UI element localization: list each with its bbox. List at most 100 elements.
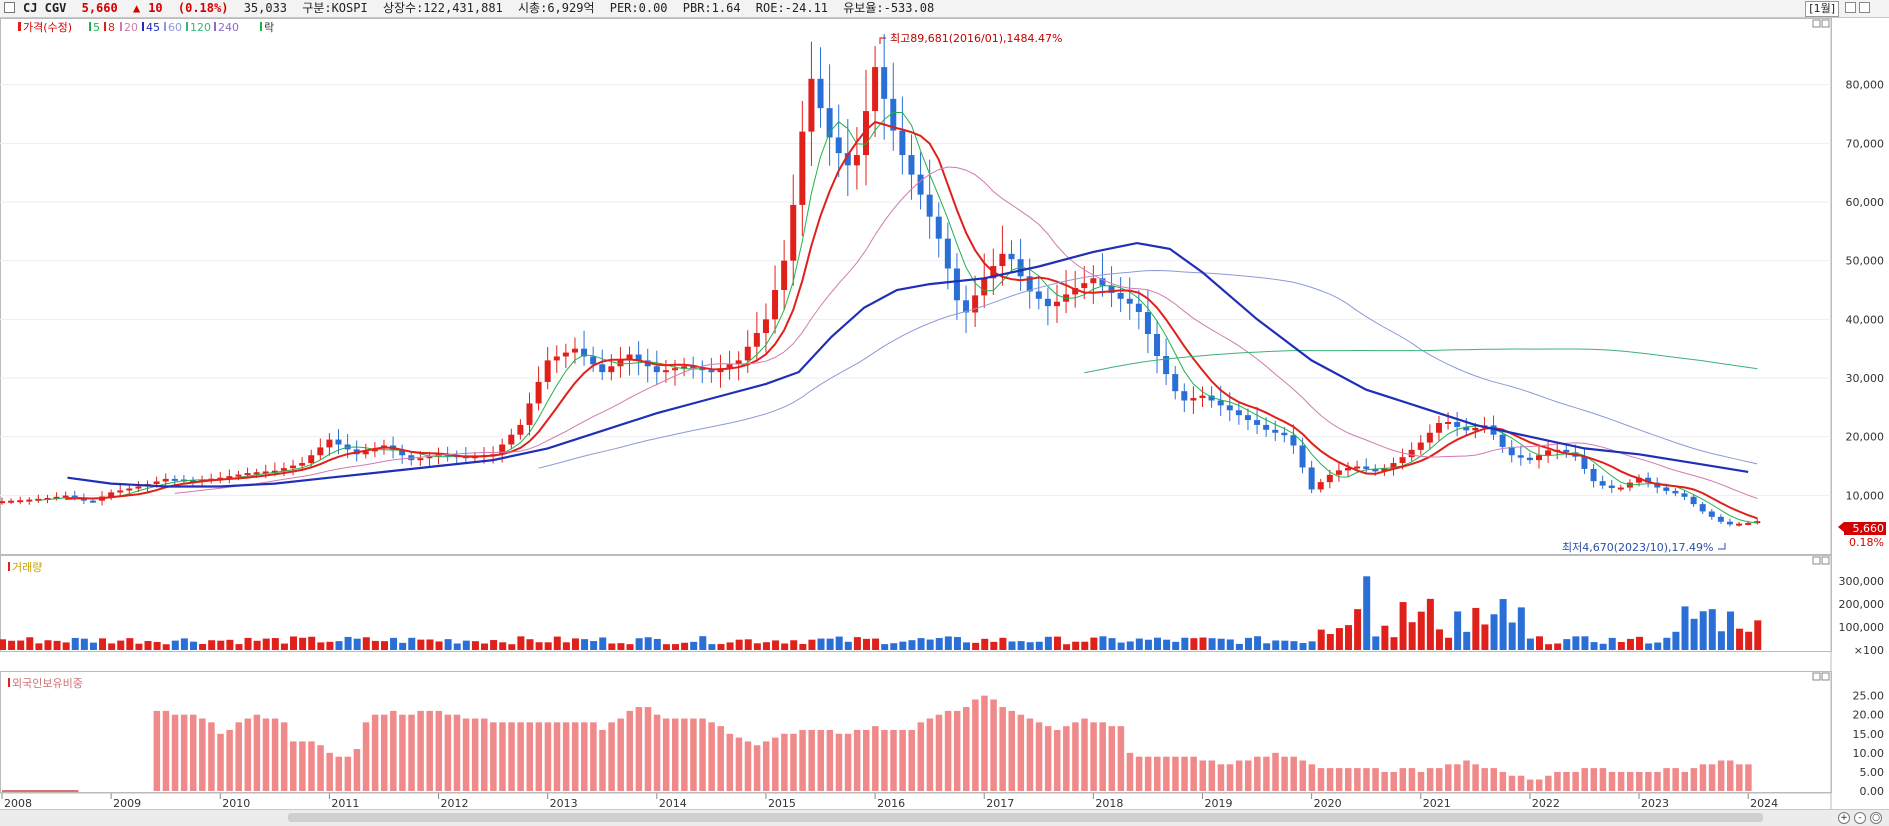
zoom-in-icon[interactable]: + xyxy=(1838,812,1850,824)
volume-bar xyxy=(571,638,579,650)
volume-bar xyxy=(881,644,889,650)
volume-bar xyxy=(1335,628,1343,650)
x-tick-label: 2024 xyxy=(1750,797,1778,809)
foreign-bar xyxy=(271,718,279,791)
candle-body xyxy=(526,403,533,425)
candle-body xyxy=(1354,466,1361,469)
candle-body xyxy=(1499,434,1506,447)
panel-min-icon[interactable] xyxy=(1812,19,1821,28)
price-legend: 가격(수정) 5 8 20 45 60 120 240 락 xyxy=(18,21,274,34)
candle-body xyxy=(1199,395,1206,399)
foreign-bar xyxy=(481,718,488,791)
minimize-icon[interactable] xyxy=(1845,2,1856,13)
foreign-bar xyxy=(599,729,606,791)
roe-value: ROE:-24.11 xyxy=(755,1,829,15)
volume-bar xyxy=(953,637,961,650)
high-annotation: 최고89,681(2016/01),1484.47% xyxy=(890,32,1062,45)
volume-bar xyxy=(753,643,761,650)
legend-ma45-marker xyxy=(142,22,144,31)
zoom-reset-icon[interactable]: ○ xyxy=(1870,812,1882,824)
foreign-bar xyxy=(1072,722,1079,791)
foreign-bar xyxy=(735,737,743,791)
volume-bar xyxy=(1535,636,1543,650)
candle-body xyxy=(271,470,278,473)
x-axis: 2008 2009 2010 2011 2012 2013 2014 2015 2016 2017… xyxy=(0,792,1831,809)
foreign-bar xyxy=(399,714,406,791)
foreign-bar xyxy=(1408,768,1416,791)
horizontal-scrollbar[interactable]: + - ○ xyxy=(0,809,1889,826)
candle-body xyxy=(8,500,15,503)
foreign-bar xyxy=(444,714,452,791)
foreign-bar xyxy=(371,714,379,791)
volume-bar xyxy=(1645,643,1653,650)
candle-body xyxy=(790,204,797,261)
candle-body xyxy=(590,356,597,365)
foreign-bar xyxy=(1390,771,1397,791)
foreign-bar xyxy=(1299,760,1307,791)
candle-body xyxy=(53,496,60,499)
volume-close-icon[interactable] xyxy=(1821,556,1830,565)
volume-bar xyxy=(1317,629,1325,650)
candle-body xyxy=(817,78,824,109)
foreign-bar xyxy=(171,714,179,791)
candle-body xyxy=(653,366,660,373)
candle-body xyxy=(126,488,133,491)
candle-body xyxy=(635,354,642,361)
foreign-close-icon[interactable] xyxy=(1821,672,1830,681)
foreign-bar xyxy=(1017,714,1025,791)
foreign-bar xyxy=(917,722,925,791)
foreign-bar xyxy=(189,714,197,791)
volume-bar xyxy=(35,643,43,650)
foreign-bar xyxy=(1081,718,1088,791)
scroll-thumb[interactable] xyxy=(288,813,1763,822)
candle-body xyxy=(1617,487,1624,490)
maximize-icon[interactable] xyxy=(1859,2,1870,13)
foreign-bar xyxy=(1135,756,1143,791)
volume-bar xyxy=(1163,639,1171,650)
volume-bar xyxy=(990,641,998,650)
volume-bar xyxy=(590,641,598,650)
candle-body xyxy=(1081,283,1088,289)
foreign-bar xyxy=(653,714,661,791)
candle-body xyxy=(1545,450,1552,456)
candle-body xyxy=(1345,467,1352,471)
price-tick-label: 40,000 xyxy=(1846,313,1885,326)
chart-canvas[interactable]: 10,000 20,000 30,000 40,000 50,000 60,000 70,0… xyxy=(0,18,1889,809)
foreign-bar xyxy=(581,722,588,791)
volume-min-icon[interactable] xyxy=(1812,556,1821,565)
last-price-badge xyxy=(1844,522,1886,535)
foreign-bar xyxy=(1235,760,1243,791)
foreign-bar xyxy=(1463,760,1470,791)
candle-body xyxy=(1008,253,1015,260)
foreign-bar xyxy=(1335,768,1343,791)
foreign-bar xyxy=(1526,779,1534,791)
volume-bar xyxy=(1590,642,1598,650)
foreign-bar xyxy=(335,756,343,791)
volume-bar xyxy=(662,644,670,650)
candle-body xyxy=(571,348,578,353)
foreign-min-icon[interactable] xyxy=(1812,672,1821,681)
panel-close-icon[interactable] xyxy=(1821,19,1830,28)
volume-bar xyxy=(1417,611,1425,650)
zoom-out-icon[interactable]: - xyxy=(1854,812,1866,824)
volume-bar xyxy=(1599,643,1607,650)
period-button[interactable]: [1월] xyxy=(1805,1,1839,17)
candle-body xyxy=(1053,301,1060,307)
candle-body xyxy=(1272,429,1279,433)
x-tick-label: 2016 xyxy=(877,797,905,809)
volume-bar xyxy=(1699,611,1707,650)
candle-body xyxy=(917,174,924,195)
volume-bar xyxy=(1135,638,1143,650)
foreign-bar xyxy=(699,718,706,791)
foreign-bar xyxy=(772,737,779,791)
foreign-bar xyxy=(1445,764,1452,791)
candle-body xyxy=(153,481,160,484)
foreign-bar xyxy=(862,729,870,791)
foreign-bar xyxy=(1226,764,1234,791)
volume-bar xyxy=(262,638,270,650)
candle-body xyxy=(772,290,779,320)
foreign-bar xyxy=(508,722,515,791)
foreign-bar xyxy=(1208,760,1216,791)
checkbox-icon[interactable] xyxy=(4,2,15,13)
foreign-bar xyxy=(290,741,297,791)
